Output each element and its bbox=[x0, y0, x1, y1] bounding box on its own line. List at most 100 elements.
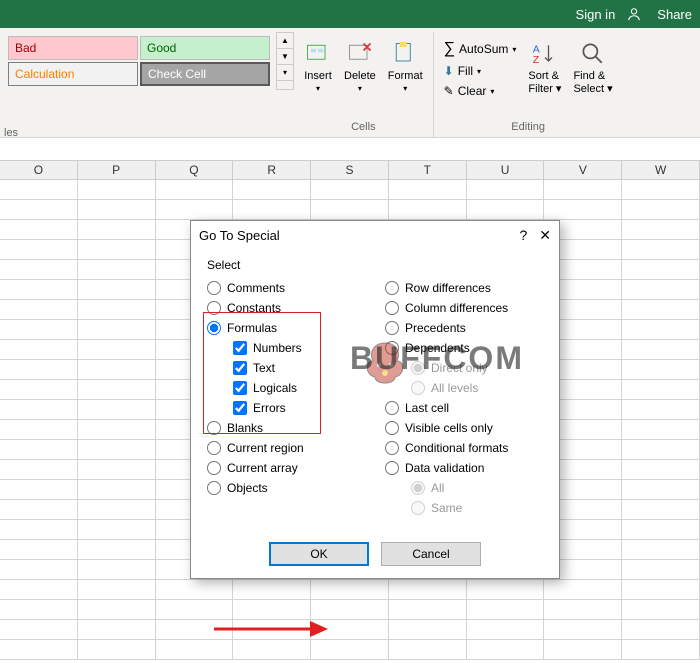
cell[interactable] bbox=[78, 620, 156, 640]
fill-button[interactable]: ⬇ Fill▾ bbox=[440, 62, 521, 80]
cell[interactable] bbox=[622, 340, 700, 360]
cell[interactable] bbox=[622, 640, 700, 660]
cell[interactable] bbox=[78, 280, 156, 300]
cell[interactable] bbox=[622, 240, 700, 260]
cell[interactable] bbox=[0, 300, 78, 320]
cell[interactable] bbox=[78, 640, 156, 660]
chk-logicals[interactable]: Logicals bbox=[233, 378, 365, 398]
cell[interactable] bbox=[0, 460, 78, 480]
style-check-cell[interactable]: Check Cell bbox=[140, 62, 270, 86]
opt-last-cell[interactable]: Last cell bbox=[385, 398, 543, 418]
cell[interactable] bbox=[0, 380, 78, 400]
style-calculation[interactable]: Calculation bbox=[8, 62, 138, 86]
cell[interactable] bbox=[78, 560, 156, 580]
cell[interactable] bbox=[78, 360, 156, 380]
cell[interactable] bbox=[156, 640, 234, 660]
cell[interactable] bbox=[233, 180, 311, 200]
cell[interactable] bbox=[622, 600, 700, 620]
cell[interactable] bbox=[78, 300, 156, 320]
cell[interactable] bbox=[622, 280, 700, 300]
cell[interactable] bbox=[0, 480, 78, 500]
opt-blanks[interactable]: Blanks bbox=[207, 418, 365, 438]
gallery-scroll[interactable]: ▲ ▼ ▾ bbox=[276, 32, 294, 90]
cell[interactable] bbox=[544, 640, 622, 660]
insert-button[interactable]: Insert▾ bbox=[300, 38, 336, 95]
cell[interactable] bbox=[78, 340, 156, 360]
cell[interactable] bbox=[0, 440, 78, 460]
cell[interactable] bbox=[0, 360, 78, 380]
cell[interactable] bbox=[0, 240, 78, 260]
cell[interactable] bbox=[311, 200, 389, 220]
cell[interactable] bbox=[467, 200, 545, 220]
cell[interactable] bbox=[0, 340, 78, 360]
cell[interactable] bbox=[0, 400, 78, 420]
cell-styles-gallery[interactable]: Bad Good Calculation Check Cell bbox=[4, 32, 274, 90]
format-button[interactable]: Format▾ bbox=[384, 38, 427, 95]
col-header[interactable]: O bbox=[0, 161, 78, 179]
opt-dependents[interactable]: Dependents bbox=[385, 338, 543, 358]
cell[interactable] bbox=[0, 540, 78, 560]
cell[interactable] bbox=[311, 180, 389, 200]
ok-button[interactable]: OK bbox=[269, 542, 369, 566]
cell[interactable] bbox=[467, 620, 545, 640]
cell[interactable] bbox=[622, 220, 700, 240]
cell[interactable] bbox=[0, 560, 78, 580]
opt-visible[interactable]: Visible cells only bbox=[385, 418, 543, 438]
share-button[interactable]: Share bbox=[627, 7, 692, 22]
cell[interactable] bbox=[467, 600, 545, 620]
cell[interactable] bbox=[622, 260, 700, 280]
opt-cond-fmt[interactable]: Conditional formats bbox=[385, 438, 543, 458]
signin-link[interactable]: Sign in bbox=[576, 7, 616, 22]
cell[interactable] bbox=[78, 460, 156, 480]
cell[interactable] bbox=[78, 500, 156, 520]
sort-filter-button[interactable]: AZ Sort &Filter ▾ bbox=[524, 38, 565, 97]
cell[interactable] bbox=[156, 180, 234, 200]
col-header[interactable]: W bbox=[622, 161, 700, 179]
cell[interactable] bbox=[78, 220, 156, 240]
col-header[interactable]: T bbox=[389, 161, 467, 179]
cell[interactable] bbox=[233, 640, 311, 660]
close-button[interactable]: ✕ bbox=[539, 227, 551, 244]
cell[interactable] bbox=[622, 200, 700, 220]
cell[interactable] bbox=[622, 420, 700, 440]
chk-numbers[interactable]: Numbers bbox=[233, 338, 365, 358]
cell[interactable] bbox=[622, 400, 700, 420]
cell[interactable] bbox=[78, 480, 156, 500]
cell[interactable] bbox=[622, 580, 700, 600]
cancel-button[interactable]: Cancel bbox=[381, 542, 481, 566]
cell[interactable] bbox=[389, 580, 467, 600]
cell[interactable] bbox=[78, 540, 156, 560]
col-header[interactable]: R bbox=[233, 161, 311, 179]
col-header[interactable]: S bbox=[311, 161, 389, 179]
cell[interactable] bbox=[0, 500, 78, 520]
chk-text[interactable]: Text bbox=[233, 358, 365, 378]
find-select-button[interactable]: Find &Select ▾ bbox=[569, 38, 616, 97]
cell[interactable] bbox=[622, 480, 700, 500]
cell[interactable] bbox=[0, 280, 78, 300]
cell[interactable] bbox=[78, 580, 156, 600]
cell[interactable] bbox=[0, 420, 78, 440]
cell[interactable] bbox=[622, 440, 700, 460]
cell[interactable] bbox=[622, 460, 700, 480]
gallery-down-icon[interactable]: ▼ bbox=[277, 49, 293, 65]
cell[interactable] bbox=[311, 640, 389, 660]
col-header[interactable]: Q bbox=[156, 161, 234, 179]
cell[interactable] bbox=[467, 180, 545, 200]
cell[interactable] bbox=[0, 220, 78, 240]
cell[interactable] bbox=[622, 320, 700, 340]
cell[interactable] bbox=[0, 640, 78, 660]
cell[interactable] bbox=[78, 600, 156, 620]
cell[interactable] bbox=[389, 180, 467, 200]
cell[interactable] bbox=[622, 180, 700, 200]
cell[interactable] bbox=[389, 640, 467, 660]
cell[interactable] bbox=[78, 520, 156, 540]
cell[interactable] bbox=[467, 580, 545, 600]
opt-precedents[interactable]: Precedents bbox=[385, 318, 543, 338]
cell[interactable] bbox=[389, 200, 467, 220]
gallery-up-icon[interactable]: ▲ bbox=[277, 33, 293, 49]
cell[interactable] bbox=[0, 600, 78, 620]
cell[interactable] bbox=[622, 560, 700, 580]
cell[interactable] bbox=[78, 400, 156, 420]
opt-objects[interactable]: Objects bbox=[207, 478, 365, 498]
clear-button[interactable]: ✎ Clear▾ bbox=[440, 82, 521, 100]
